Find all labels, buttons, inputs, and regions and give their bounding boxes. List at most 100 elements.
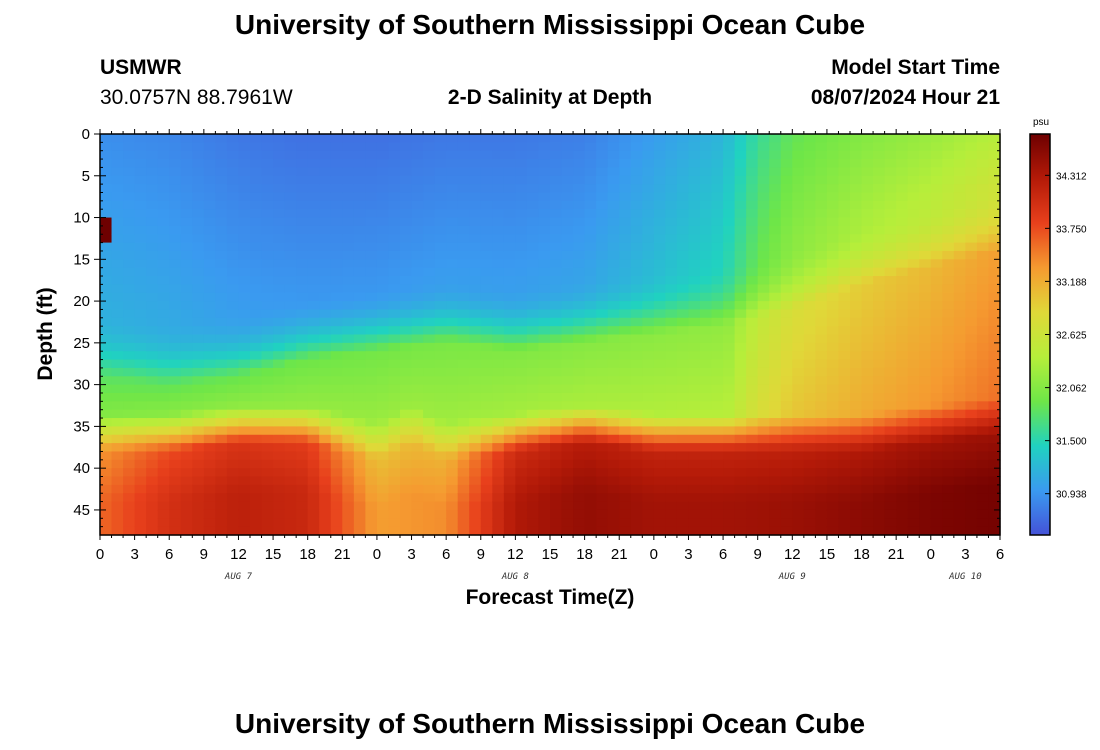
heatmap-cell xyxy=(146,151,158,160)
heatmap-cell xyxy=(169,293,181,302)
heatmap-cell xyxy=(827,318,839,327)
heatmap-cell xyxy=(308,226,320,235)
heatmap-cell xyxy=(446,351,458,360)
heatmap-cell xyxy=(308,176,320,185)
heatmap-cell xyxy=(873,510,885,519)
heatmap-cell xyxy=(504,293,516,302)
heatmap-cell xyxy=(735,435,747,444)
heatmap-cell xyxy=(688,234,700,243)
heatmap-cell xyxy=(838,510,850,519)
heatmap-cell xyxy=(538,159,550,168)
heatmap-cell xyxy=(446,167,458,176)
heatmap-cell xyxy=(169,192,181,201)
heatmap-cell xyxy=(112,485,124,494)
heatmap-cell xyxy=(850,401,862,410)
heatmap-cell xyxy=(123,209,135,218)
heatmap-cell xyxy=(550,502,562,511)
heatmap-cell xyxy=(654,151,666,160)
heatmap-cell xyxy=(700,184,712,193)
heatmap-cell xyxy=(169,167,181,176)
heatmap-cell xyxy=(665,393,677,402)
heatmap-cell xyxy=(481,326,493,335)
heatmap-cell xyxy=(262,134,274,143)
heatmap-cell xyxy=(192,418,204,427)
heatmap-cell xyxy=(815,318,827,327)
heatmap-cell xyxy=(192,435,204,444)
heatmap-cell xyxy=(515,151,527,160)
heatmap-cell xyxy=(769,234,781,243)
heatmap-cell xyxy=(862,318,874,327)
heatmap-cell xyxy=(308,201,320,210)
heatmap-cell xyxy=(758,360,770,369)
heatmap-cell xyxy=(746,510,758,519)
heatmap-cell xyxy=(919,176,931,185)
heatmap-cell xyxy=(654,485,666,494)
heatmap-cell xyxy=(688,309,700,318)
heatmap-cell xyxy=(931,410,943,419)
heatmap-cell xyxy=(619,134,631,143)
heatmap-cell xyxy=(331,376,343,385)
heatmap-cell xyxy=(481,393,493,402)
heatmap-cell xyxy=(746,284,758,293)
heatmap-cell xyxy=(192,201,204,210)
heatmap-cell xyxy=(308,376,320,385)
heatmap-cell xyxy=(100,159,112,168)
heatmap-cell xyxy=(850,259,862,268)
heatmap-cell xyxy=(550,435,562,444)
heatmap-cell xyxy=(250,243,262,252)
heatmap-cell xyxy=(550,234,562,243)
heatmap-cell xyxy=(908,326,920,335)
heatmap-cell xyxy=(158,318,170,327)
heatmap-cell xyxy=(608,142,620,151)
heatmap-cell xyxy=(792,418,804,427)
heatmap-cell xyxy=(481,435,493,444)
heatmap-cell xyxy=(112,435,124,444)
heatmap-cell xyxy=(954,502,966,511)
heatmap-cell xyxy=(550,460,562,469)
heatmap-cell xyxy=(158,251,170,260)
heatmap-cell xyxy=(192,284,204,293)
heatmap-cell xyxy=(538,259,550,268)
heatmap-cell xyxy=(135,385,147,394)
heatmap-cell xyxy=(342,218,354,227)
heatmap-cell xyxy=(238,443,250,452)
heatmap-cell xyxy=(458,418,470,427)
heatmap-cell xyxy=(596,460,608,469)
y-axis-title: Depth (ft) xyxy=(34,287,57,380)
heatmap-cell xyxy=(619,318,631,327)
heatmap-cell xyxy=(665,335,677,344)
heatmap-cell xyxy=(850,502,862,511)
heatmap-cell xyxy=(158,426,170,435)
heatmap-cell xyxy=(423,209,435,218)
heatmap-cell xyxy=(296,142,308,151)
heatmap-cell xyxy=(112,209,124,218)
x-tick-label: 12 xyxy=(230,546,247,563)
heatmap-cell xyxy=(919,151,931,160)
heatmap-cell xyxy=(308,451,320,460)
heatmap-cell xyxy=(712,301,724,310)
heatmap-cell xyxy=(862,502,874,511)
heatmap-cell xyxy=(758,218,770,227)
heatmap-cell xyxy=(862,159,874,168)
heatmap-cell xyxy=(296,518,308,527)
heatmap-cell xyxy=(965,451,977,460)
heatmap-cell xyxy=(538,243,550,252)
heatmap-cell xyxy=(204,493,216,502)
heatmap-cell xyxy=(931,493,943,502)
heatmap-cell xyxy=(585,134,597,143)
heatmap-cell xyxy=(885,518,897,527)
heatmap-cell xyxy=(238,485,250,494)
heatmap-cell xyxy=(423,393,435,402)
heatmap-cell xyxy=(919,360,931,369)
heatmap-cell xyxy=(769,142,781,151)
heatmap-cell xyxy=(158,418,170,427)
heatmap-cell xyxy=(423,201,435,210)
heatmap-cell xyxy=(573,393,585,402)
heatmap-cell xyxy=(458,426,470,435)
heatmap-cell xyxy=(262,318,274,327)
heatmap-cell xyxy=(400,301,412,310)
heatmap-cell xyxy=(515,418,527,427)
heatmap-cell xyxy=(296,477,308,486)
heatmap-cell xyxy=(712,351,724,360)
heatmap-cell xyxy=(758,293,770,302)
